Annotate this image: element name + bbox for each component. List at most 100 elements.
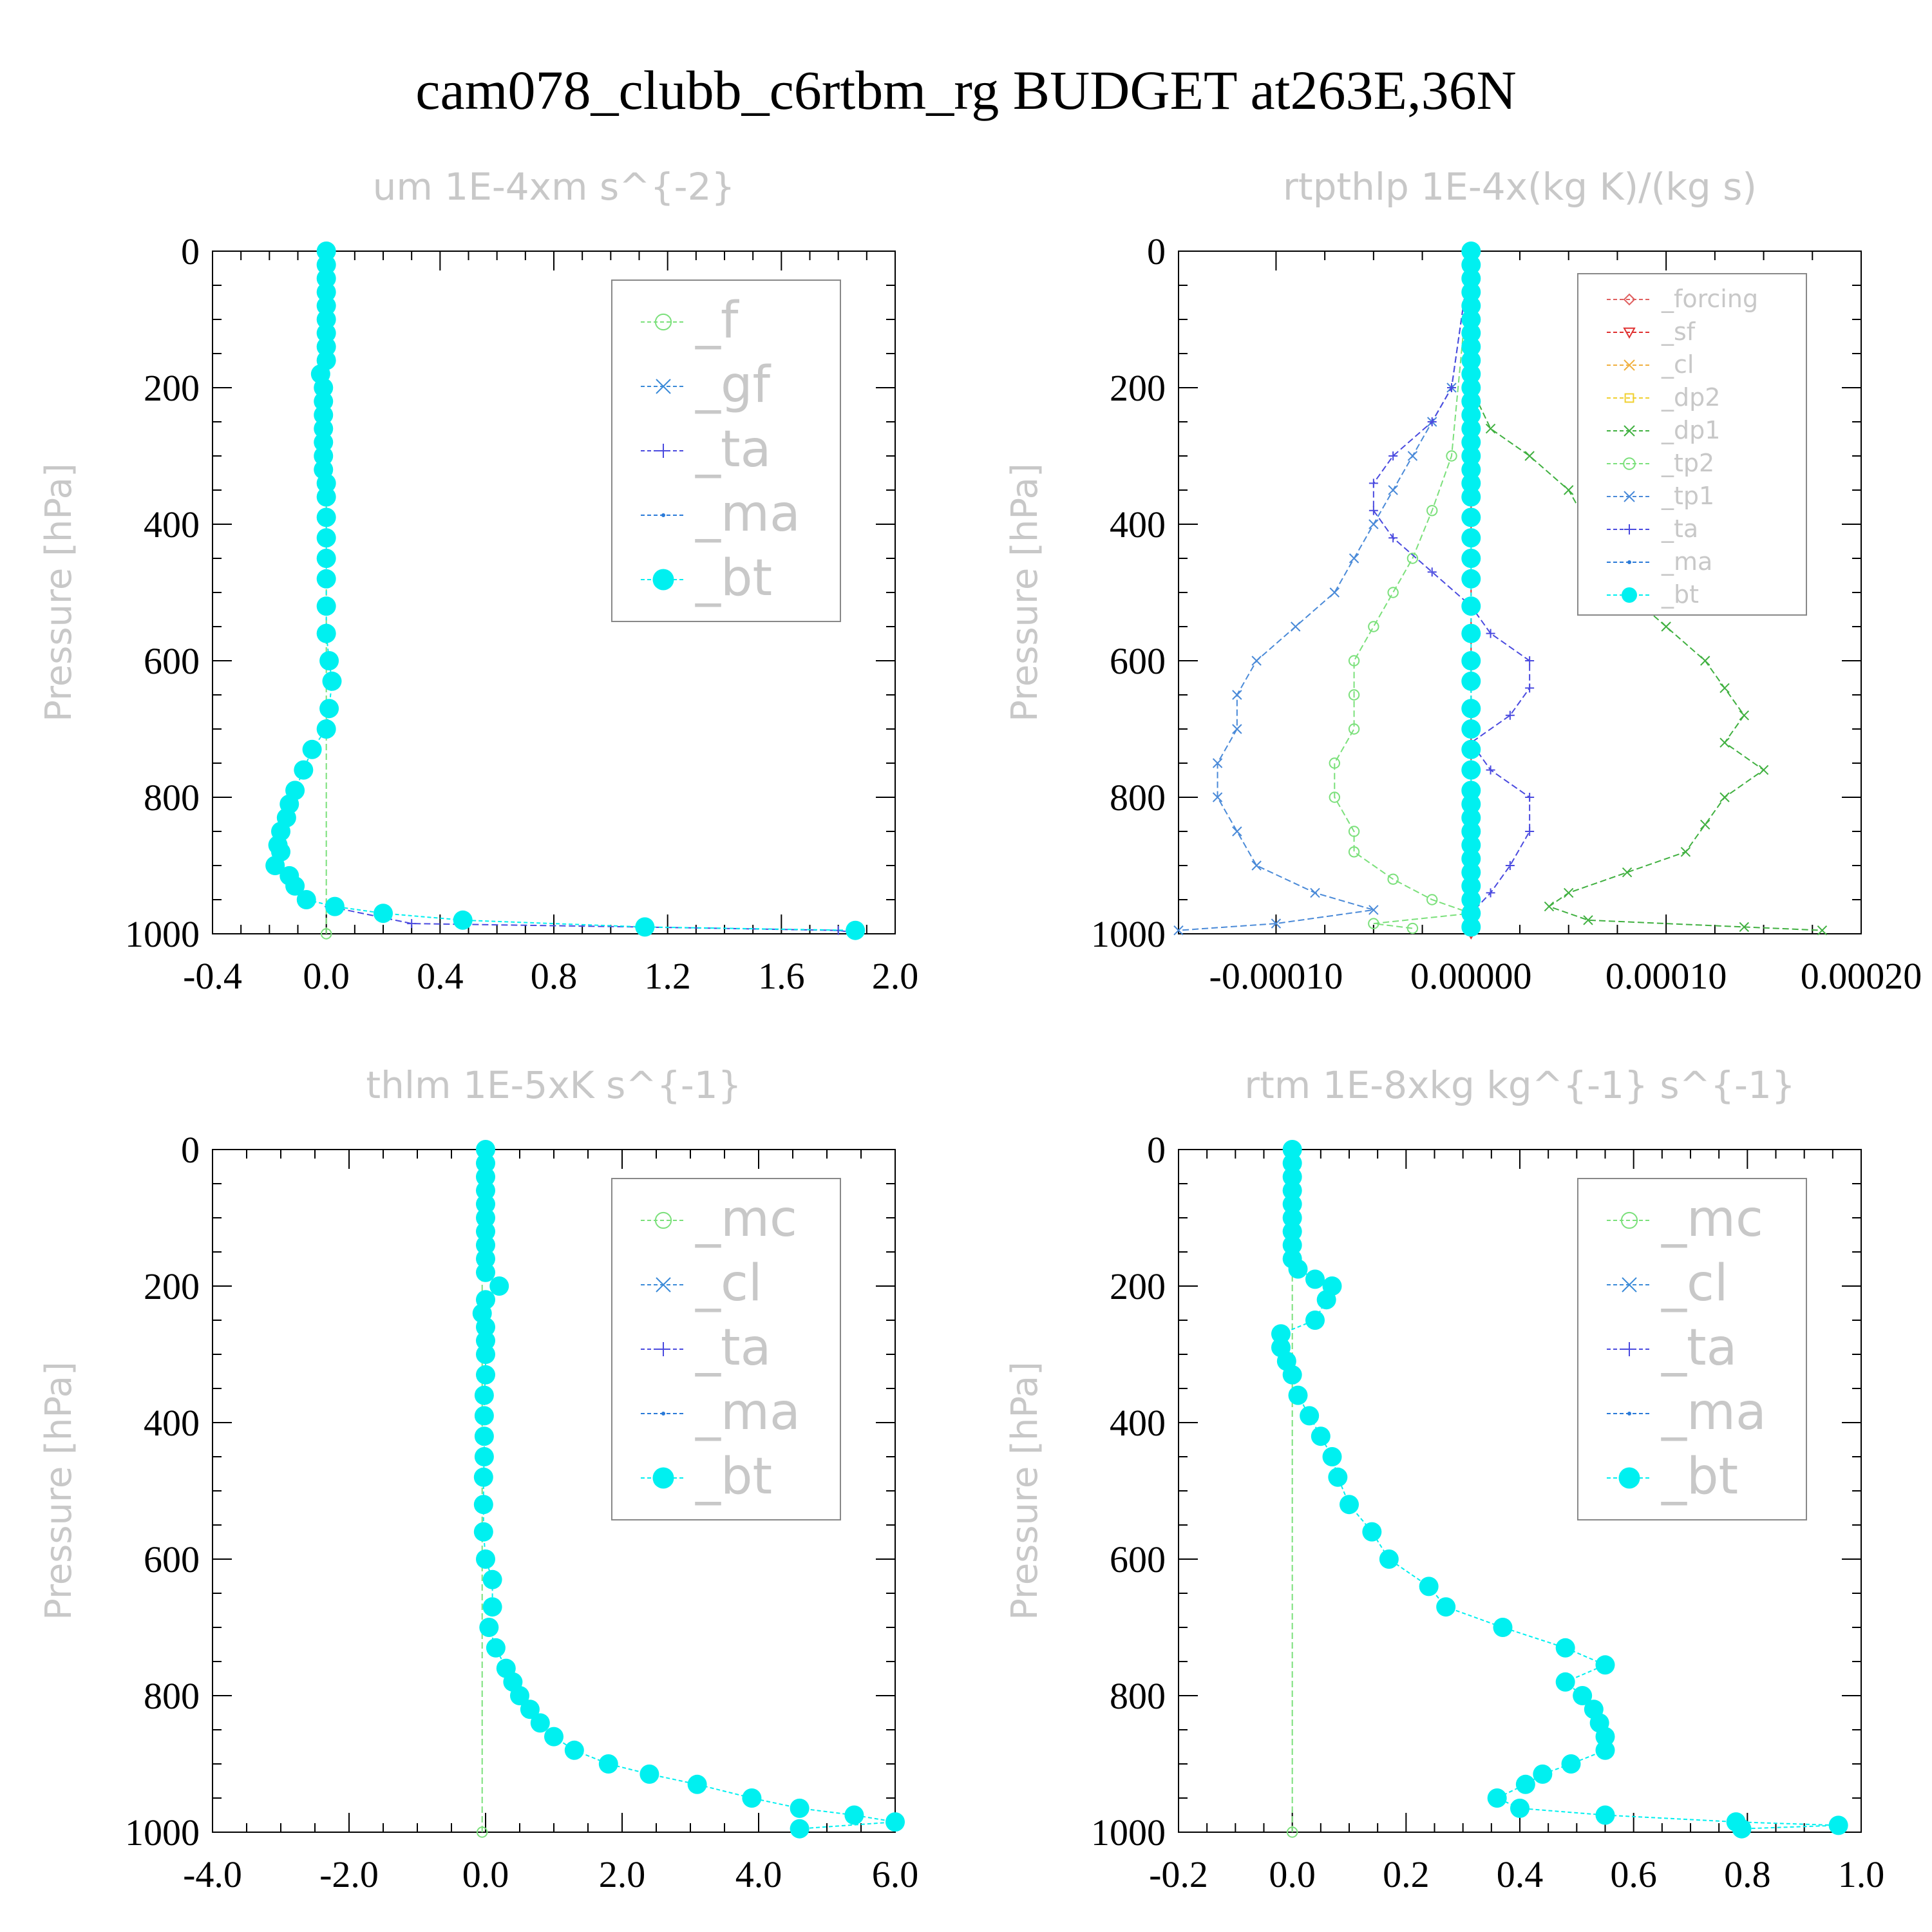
legend-label: _cl bbox=[1661, 350, 1694, 379]
data-point bbox=[1461, 876, 1481, 896]
data-point bbox=[316, 528, 336, 548]
data-point bbox=[285, 876, 305, 896]
x-tick-label: 2.0 bbox=[872, 955, 919, 997]
data-point bbox=[1348, 846, 1360, 858]
data-point bbox=[1282, 1365, 1302, 1385]
data-point bbox=[1461, 310, 1481, 329]
data-point bbox=[1461, 890, 1481, 909]
data-point bbox=[314, 419, 334, 439]
data-point bbox=[1461, 623, 1481, 643]
legend-marker bbox=[1622, 1342, 1636, 1356]
legend-label: _mc bbox=[695, 1190, 797, 1248]
series-line bbox=[328, 905, 853, 933]
data-point bbox=[1461, 269, 1481, 289]
y-axis-label: Pressure [hPa] bbox=[38, 463, 80, 722]
data-point bbox=[1739, 710, 1749, 721]
data-point bbox=[520, 1700, 540, 1719]
data-point bbox=[1322, 1447, 1342, 1466]
data-point bbox=[479, 1618, 499, 1637]
x-tick-label: -0.00010 bbox=[1209, 955, 1343, 997]
legend-label: _mc bbox=[1661, 1190, 1763, 1248]
panel-um: um 1E-4xm s^{-2} Pressure [hPa] 0 200 400 600… bbox=[38, 165, 918, 997]
data-point bbox=[1348, 723, 1360, 735]
series-tp2 bbox=[1329, 245, 1477, 934]
y-tick-label: 400 bbox=[1110, 504, 1166, 545]
series-bt bbox=[1461, 242, 1481, 937]
y-tick-label: 800 bbox=[144, 1675, 200, 1717]
y-tick-label: 400 bbox=[1110, 1402, 1166, 1444]
legend-label: _bt bbox=[695, 549, 772, 607]
data-point bbox=[564, 1740, 584, 1760]
data-point bbox=[476, 1317, 495, 1337]
data-point bbox=[1388, 485, 1398, 495]
data-point bbox=[1232, 826, 1242, 837]
legend-marker bbox=[654, 313, 672, 331]
data-point bbox=[1461, 364, 1481, 384]
x-tick-label: -0.2 bbox=[1149, 1853, 1208, 1895]
data-point bbox=[1368, 905, 1379, 915]
data-point bbox=[1212, 792, 1223, 802]
y-tick-label: 200 bbox=[144, 1265, 200, 1307]
data-point bbox=[476, 1222, 495, 1242]
legend-marker bbox=[1618, 1467, 1640, 1489]
panel-title: thlm 1E-5xK s^{-1} bbox=[366, 1063, 741, 1107]
x-tick-label: 0.0 bbox=[303, 955, 350, 997]
panel-title: rtpthlp 1E-4x(kg K)/(kg s) bbox=[1283, 165, 1757, 209]
data-point bbox=[1173, 925, 1184, 936]
data-point bbox=[1300, 1406, 1320, 1426]
data-point bbox=[1388, 533, 1398, 543]
legend-label: _forcing bbox=[1661, 285, 1758, 313]
legend-marker bbox=[661, 513, 665, 517]
data-point bbox=[474, 1447, 494, 1466]
legend-label: _ta bbox=[695, 421, 771, 478]
data-point bbox=[1251, 860, 1262, 871]
data-point bbox=[687, 1774, 707, 1794]
data-point bbox=[1310, 887, 1320, 898]
x-tick-label: 0.8 bbox=[531, 955, 578, 997]
data-point bbox=[1271, 918, 1282, 929]
data-point bbox=[1461, 651, 1481, 670]
data-point bbox=[1564, 887, 1574, 898]
legend-label: _ma bbox=[695, 1383, 800, 1441]
data-point bbox=[1505, 861, 1515, 870]
data-point bbox=[790, 1798, 810, 1818]
legend-marker bbox=[656, 1277, 671, 1293]
x-tick-label: -4.0 bbox=[183, 1853, 242, 1895]
data-point bbox=[1461, 781, 1481, 800]
legend-label: _ta bbox=[695, 1319, 771, 1377]
data-point bbox=[482, 1569, 502, 1589]
data-point bbox=[1595, 1740, 1615, 1760]
legend-label: _cl bbox=[695, 1255, 762, 1312]
y-tick-label: 0 bbox=[1147, 1129, 1166, 1171]
data-point bbox=[314, 405, 334, 425]
data-point bbox=[316, 487, 336, 507]
data-point bbox=[1544, 901, 1555, 912]
data-point bbox=[1461, 719, 1481, 739]
data-point bbox=[1680, 847, 1691, 857]
data-point bbox=[1758, 764, 1769, 775]
data-point bbox=[302, 739, 322, 759]
data-point bbox=[1461, 862, 1481, 882]
data-point bbox=[476, 1249, 495, 1269]
data-point bbox=[1461, 337, 1481, 357]
data-point bbox=[320, 928, 332, 940]
data-point bbox=[1564, 485, 1574, 495]
y-axis-label: Pressure [hPa] bbox=[38, 1361, 80, 1620]
data-point bbox=[1525, 827, 1535, 836]
data-point bbox=[1461, 739, 1481, 759]
data-point bbox=[1368, 506, 1378, 515]
data-point bbox=[1232, 690, 1242, 700]
legend-marker bbox=[661, 1412, 665, 1416]
data-point bbox=[1486, 888, 1495, 898]
y-tick-label: 200 bbox=[1110, 1265, 1166, 1307]
data-point bbox=[1288, 1385, 1308, 1405]
data-point bbox=[1461, 835, 1481, 855]
data-point bbox=[1271, 1324, 1291, 1344]
data-point bbox=[1329, 791, 1340, 803]
x-tick-label: 1.0 bbox=[1838, 1853, 1885, 1895]
data-point bbox=[473, 1522, 493, 1542]
series-bt bbox=[472, 1140, 905, 1839]
data-point bbox=[1407, 451, 1418, 461]
data-point bbox=[316, 282, 336, 302]
data-point bbox=[1282, 1180, 1302, 1200]
